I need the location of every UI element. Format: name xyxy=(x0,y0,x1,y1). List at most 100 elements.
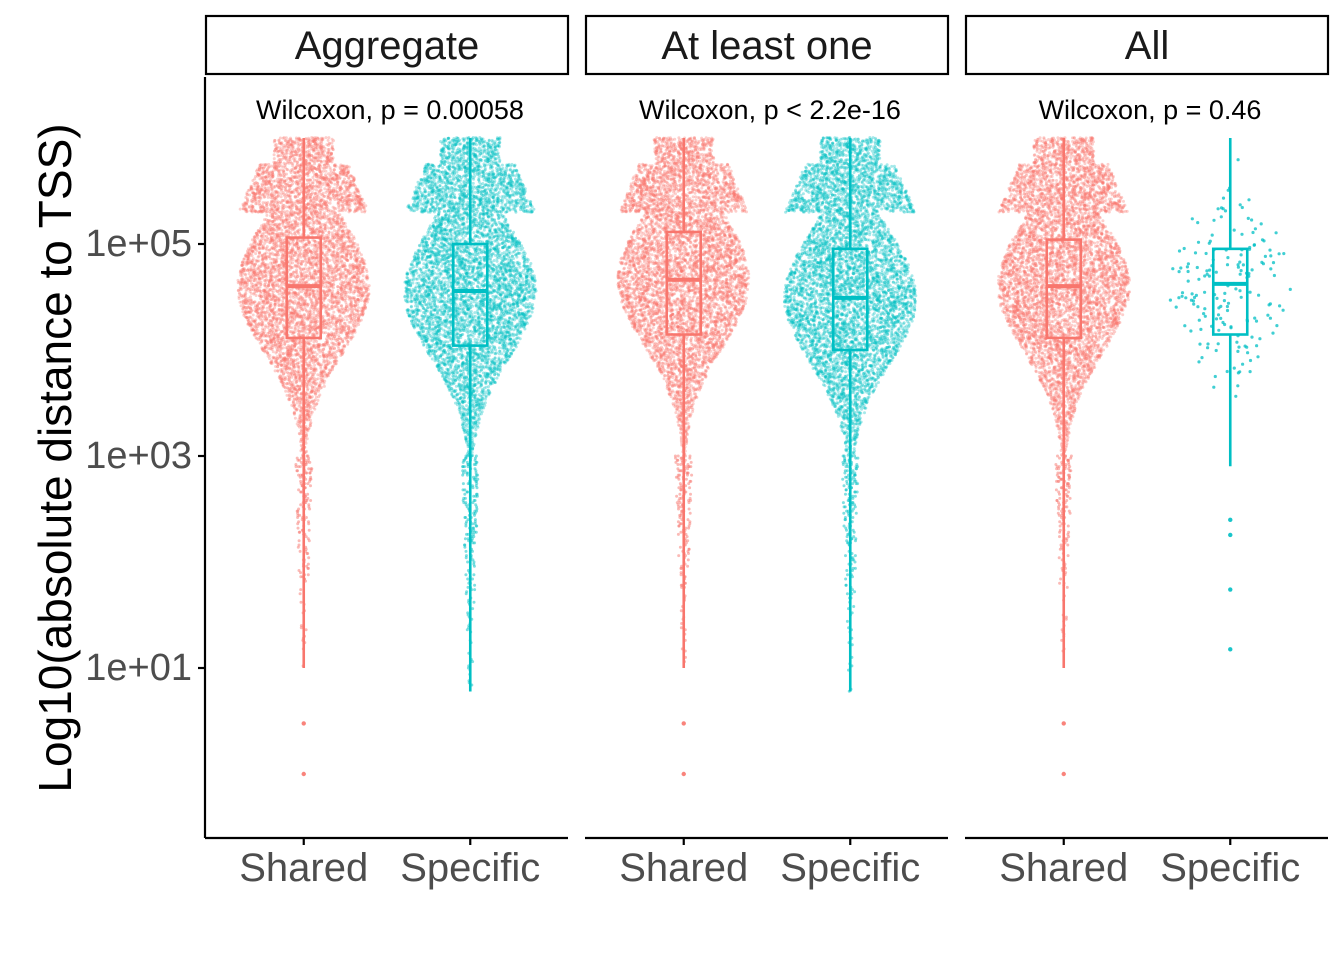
data-point xyxy=(346,182,349,185)
data-point xyxy=(335,244,338,247)
data-point xyxy=(339,251,342,254)
data-point xyxy=(291,233,294,236)
data-point xyxy=(257,196,260,199)
data-point xyxy=(240,264,243,267)
data-point xyxy=(243,286,246,289)
data-point xyxy=(304,331,307,334)
data-point xyxy=(324,237,327,240)
data-point xyxy=(276,310,279,313)
data-point xyxy=(239,208,242,211)
data-point xyxy=(280,202,283,205)
data-point xyxy=(349,241,352,244)
data-point xyxy=(241,307,244,310)
data-point xyxy=(275,330,278,333)
data-point xyxy=(254,184,257,187)
data-point xyxy=(352,267,355,270)
data-point xyxy=(317,186,320,189)
data-point xyxy=(316,276,319,279)
data-point xyxy=(271,188,274,191)
data-point xyxy=(289,293,292,296)
data-point xyxy=(335,186,338,189)
data-point xyxy=(288,202,291,205)
data-point xyxy=(356,253,359,256)
data-point xyxy=(301,308,304,311)
data-point xyxy=(312,223,315,226)
data-point xyxy=(315,340,318,343)
data-point xyxy=(303,246,306,249)
data-point xyxy=(272,224,275,227)
data-point xyxy=(278,268,281,271)
data-point xyxy=(280,195,283,198)
data-point xyxy=(258,247,261,250)
data-point xyxy=(361,314,364,317)
data-point xyxy=(310,258,313,261)
data-point xyxy=(257,259,260,262)
data-point xyxy=(282,267,285,270)
data-point xyxy=(337,206,340,209)
data-point xyxy=(332,311,335,314)
data-point xyxy=(296,201,299,204)
data-point xyxy=(241,275,244,278)
data-point xyxy=(297,330,300,333)
data-point xyxy=(265,276,268,279)
data-point xyxy=(333,164,336,167)
data-point xyxy=(280,229,283,232)
stat-annotation: Wilcoxon, p = 0.00058 xyxy=(256,95,524,125)
data-point xyxy=(333,246,336,249)
data-point xyxy=(246,193,249,196)
data-point xyxy=(329,168,332,171)
data-point xyxy=(336,216,339,219)
data-point xyxy=(354,331,357,334)
data-point xyxy=(315,168,318,171)
data-point xyxy=(273,157,276,160)
data-point xyxy=(297,183,300,186)
data-point xyxy=(323,268,326,271)
data-point xyxy=(363,207,366,210)
data-point xyxy=(339,190,342,193)
data-point xyxy=(279,154,282,157)
data-point xyxy=(353,210,356,213)
data-point xyxy=(257,256,260,259)
data-point xyxy=(278,293,281,296)
data-point xyxy=(346,232,349,235)
data-point xyxy=(340,304,343,307)
data-point xyxy=(265,248,268,251)
data-point xyxy=(286,168,289,171)
data-point xyxy=(274,276,277,279)
data-point xyxy=(255,202,258,205)
data-point xyxy=(253,334,256,337)
data-point xyxy=(258,243,261,246)
data-point xyxy=(332,286,335,289)
group-shared xyxy=(237,136,371,776)
data-point xyxy=(300,263,303,266)
data-point xyxy=(314,232,317,235)
data-point xyxy=(306,197,309,200)
data-point xyxy=(267,196,270,199)
data-point xyxy=(281,222,284,225)
data-point xyxy=(277,244,280,247)
data-point xyxy=(362,274,365,277)
data-point xyxy=(250,285,253,288)
data-point xyxy=(357,300,360,303)
data-point xyxy=(294,327,297,330)
data-point xyxy=(324,229,327,232)
data-point xyxy=(307,174,310,177)
data-point xyxy=(298,310,301,313)
data-point xyxy=(341,251,344,254)
data-point xyxy=(327,327,330,330)
data-point xyxy=(361,294,364,297)
data-point xyxy=(282,137,285,140)
data-point xyxy=(310,244,313,247)
data-point xyxy=(241,296,244,299)
data-point xyxy=(276,162,279,165)
data-point xyxy=(293,254,296,257)
data-point xyxy=(283,245,286,248)
data-point xyxy=(350,246,353,249)
data-point xyxy=(273,141,276,144)
data-point xyxy=(333,229,336,232)
data-point xyxy=(274,253,277,256)
data-point xyxy=(261,324,264,327)
data-point xyxy=(366,278,369,281)
